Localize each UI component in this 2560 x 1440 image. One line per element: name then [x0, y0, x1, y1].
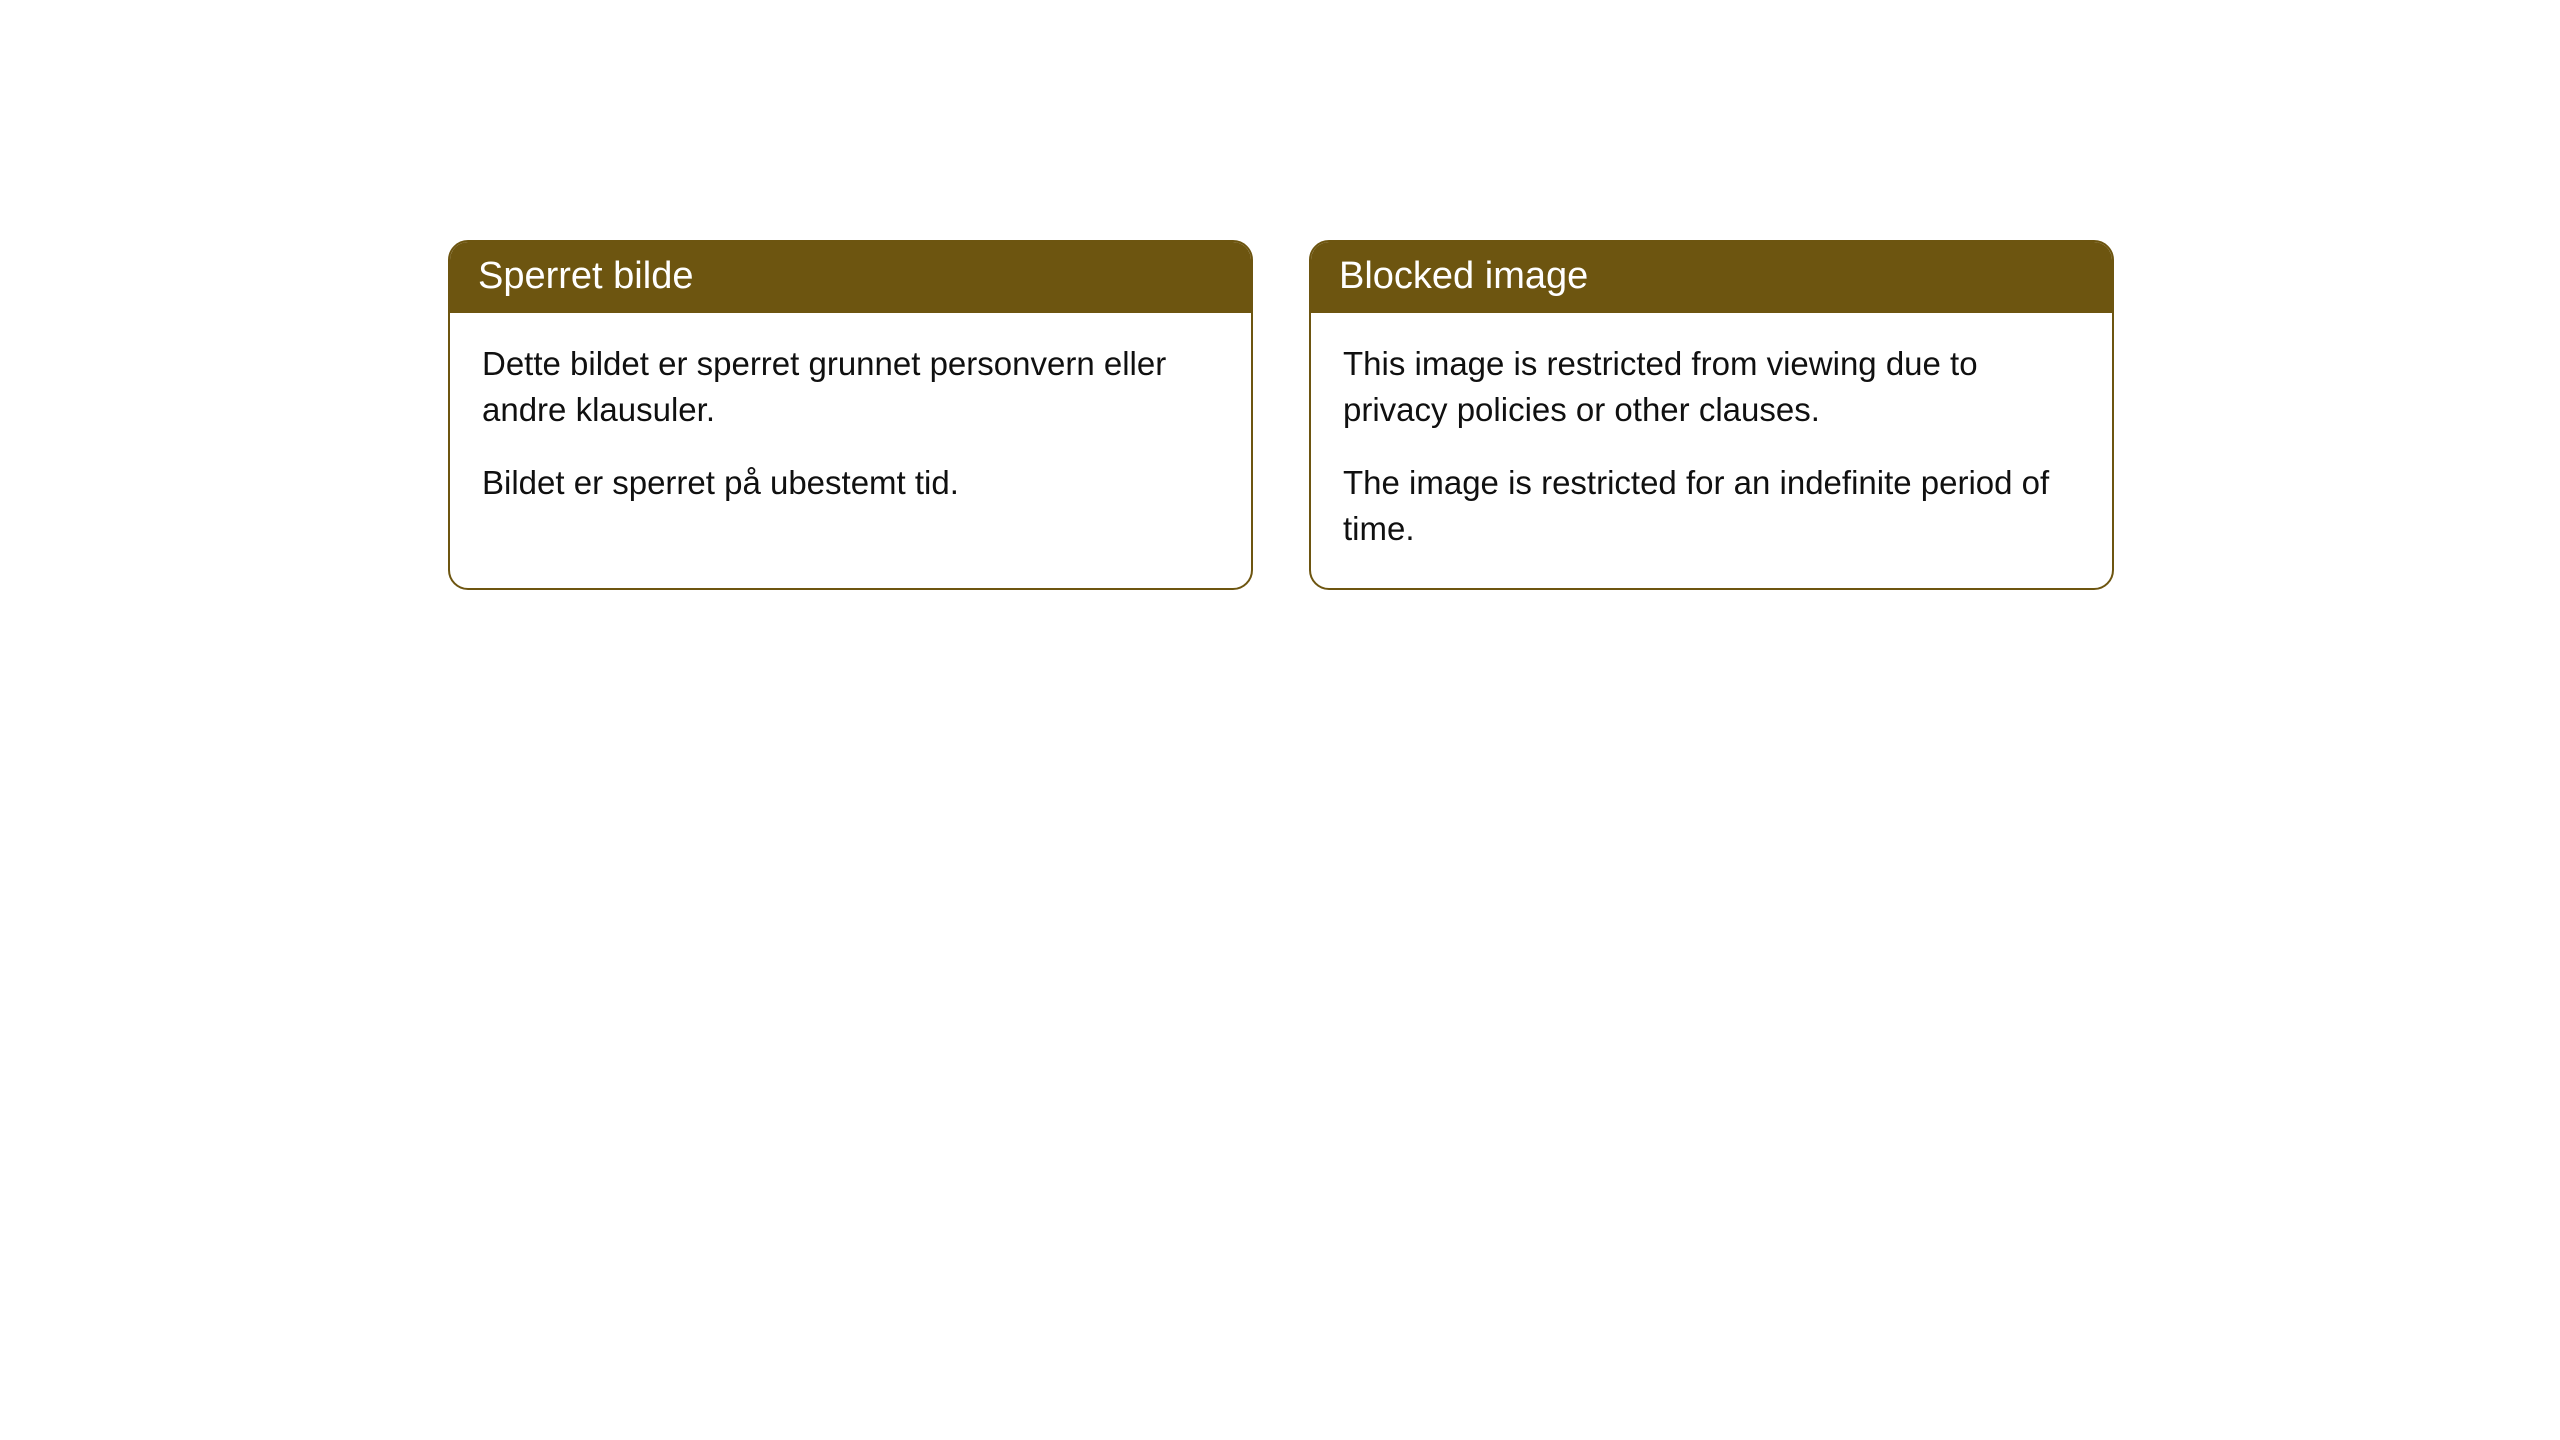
card-paragraph: Bildet er sperret på ubestemt tid. — [482, 460, 1219, 506]
notice-card-english: Blocked image This image is restricted f… — [1309, 240, 2114, 590]
card-body: This image is restricted from viewing du… — [1311, 313, 2112, 587]
notice-cards-container: Sperret bilde Dette bildet er sperret gr… — [448, 240, 2560, 590]
card-paragraph: This image is restricted from viewing du… — [1343, 341, 2080, 432]
notice-card-norwegian: Sperret bilde Dette bildet er sperret gr… — [448, 240, 1253, 590]
card-paragraph: The image is restricted for an indefinit… — [1343, 460, 2080, 551]
card-header: Sperret bilde — [450, 242, 1251, 313]
card-paragraph: Dette bildet er sperret grunnet personve… — [482, 341, 1219, 432]
card-header: Blocked image — [1311, 242, 2112, 313]
card-body: Dette bildet er sperret grunnet personve… — [450, 313, 1251, 542]
